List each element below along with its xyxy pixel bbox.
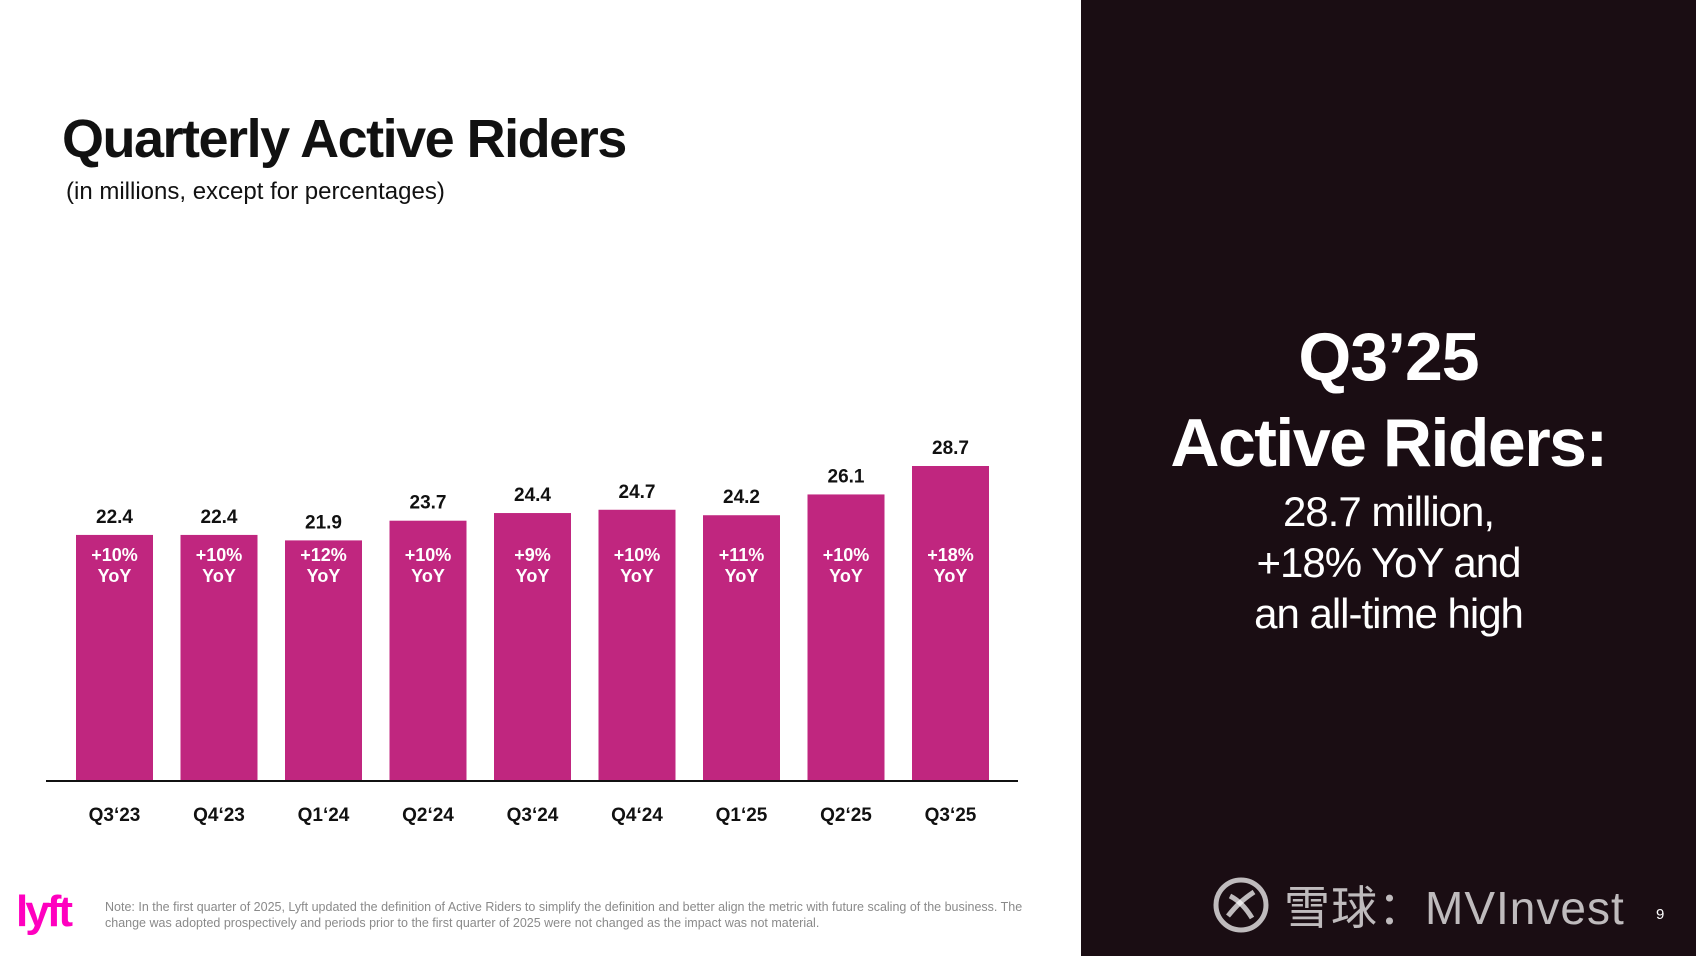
bar-value-label: 22.4: [96, 507, 133, 528]
x-tick-label: Q2‘25: [820, 805, 872, 826]
bar: [807, 494, 885, 780]
yoy-label: +18%: [927, 545, 974, 565]
bar: [598, 509, 676, 780]
yoy-label: +10%: [405, 545, 452, 565]
chart-subtitle: (in millions, except for percentages): [66, 178, 445, 205]
footnote: Note: In the first quarter of 2025, Lyft…: [105, 900, 1023, 930]
bar: [703, 515, 780, 780]
yoy-suffix-label: YoY: [934, 566, 968, 586]
yoy-suffix-label: YoY: [307, 566, 341, 586]
bar: [76, 534, 153, 780]
yoy-label: +10%: [823, 545, 870, 565]
bar-value-label: 21.9: [305, 512, 342, 533]
highlight-detail-growth: +18% YoY and: [1256, 539, 1521, 586]
x-tick-label: Q1‘24: [298, 805, 350, 826]
x-tick-label: Q4‘23: [193, 805, 245, 826]
bar: [912, 466, 989, 780]
bar-value-label: 24.4: [514, 485, 551, 506]
yoy-label: +9%: [514, 545, 551, 565]
bar: [180, 534, 258, 780]
yoy-suffix-label: YoY: [829, 566, 863, 586]
bar-chart: 22.4+10%YoYQ3‘2322.4+10%YoYQ4‘2321.9+12%…: [46, 438, 1018, 826]
chart-title: Quarterly Active Riders: [62, 109, 627, 169]
yoy-label: +10%: [91, 545, 138, 565]
bar: [494, 513, 571, 780]
bar-value-label: 26.1: [828, 466, 865, 487]
page-number: 9: [1656, 906, 1665, 923]
yoy-suffix-label: YoY: [411, 566, 445, 586]
x-tick-label: Q4‘24: [611, 805, 663, 826]
highlight-detail-record: an all-time high: [1254, 590, 1524, 637]
highlight-detail-value: 28.7 million,: [1282, 488, 1495, 535]
highlight-metric: Active Riders:: [1170, 405, 1608, 481]
yoy-suffix-label: YoY: [202, 566, 236, 586]
x-tick-label: Q3‘23: [89, 805, 141, 826]
x-tick-label: Q3‘25: [925, 805, 977, 826]
bar-value-label: 22.4: [201, 507, 238, 528]
x-tick-label: Q3‘24: [507, 805, 559, 826]
lyft-logo-text: lyft: [16, 888, 73, 936]
bar: [389, 520, 467, 780]
x-tick-label: Q2‘24: [402, 805, 454, 826]
highlight-quarter: Q3’25: [1298, 319, 1479, 395]
yoy-suffix-label: YoY: [620, 566, 654, 586]
yoy-suffix-label: YoY: [516, 566, 550, 586]
lyft-logo: lyft: [16, 888, 76, 936]
yoy-label: +10%: [614, 545, 661, 565]
watermark-text: 雪球：MVInvest: [1284, 882, 1625, 934]
yoy-suffix-label: YoY: [725, 566, 759, 586]
yoy-suffix-label: YoY: [98, 566, 132, 586]
yoy-label: +11%: [719, 545, 765, 565]
bar-value-label: 24.2: [723, 487, 760, 508]
snowball-logo-icon: [1213, 877, 1269, 933]
bar-value-label: 28.7: [932, 438, 969, 459]
x-tick-label: Q1‘25: [716, 805, 768, 826]
bar-value-label: 23.7: [410, 493, 447, 514]
highlight-panel: [1081, 0, 1696, 956]
watermark: 雪球：MVInvest: [1212, 872, 1625, 938]
bar: [285, 540, 362, 780]
chart-panel: [0, 0, 1081, 956]
yoy-label: +12%: [300, 545, 347, 565]
yoy-label: +10%: [196, 545, 243, 565]
bar-value-label: 24.7: [619, 482, 656, 503]
